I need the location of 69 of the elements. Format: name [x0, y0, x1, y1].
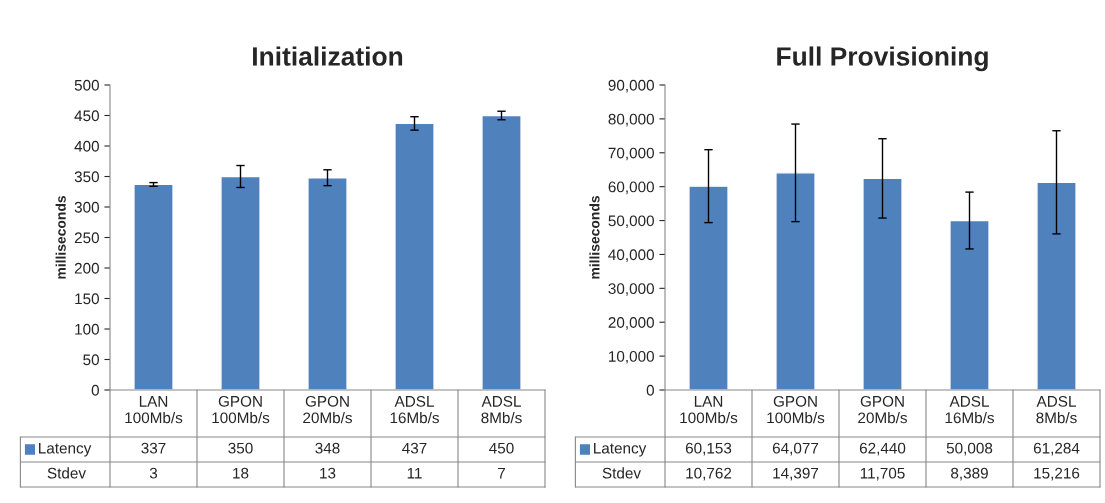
y-tick-label: 20,000: [608, 317, 654, 330]
text: Stdev: [602, 467, 641, 479]
data-label: 337: [141, 442, 166, 454]
text: Stdev: [47, 467, 86, 479]
data-label: 60,153: [685, 442, 732, 456]
chart-title: Full Provisioning: [777, 46, 988, 72]
y-tick-label: 200: [74, 262, 99, 274]
bar: [862, 177, 903, 390]
bar: [133, 183, 174, 390]
x-tick-label: GPON 20Mb/s: [303, 395, 352, 424]
y-tick-label: 250: [74, 232, 99, 244]
chart-title: Initialization: [253, 46, 403, 66]
x-tick-label: ADSL 8Mb/s: [1036, 395, 1077, 424]
x-tick-label: LAN 100Mb/s: [125, 396, 183, 424]
text: 14,397: [773, 467, 819, 481]
bar: [775, 172, 816, 390]
x-tick-label: ADSL 16Mb/s: [390, 395, 439, 424]
bar: [394, 122, 435, 390]
text: 11: [407, 467, 422, 479]
x-tick-label: GPON 100Mb/s: [767, 395, 825, 424]
x-tick-label: LAN 100Mb/s: [680, 396, 738, 424]
x-tick-label: GPON 100Mb/s: [212, 395, 270, 424]
y-tick-label: 450: [74, 110, 99, 122]
y-axis-title: milliseconds: [55, 196, 66, 279]
text: 15,216: [1034, 467, 1080, 481]
y-tick-label: 0: [646, 384, 654, 396]
data-label: 348: [315, 442, 340, 454]
y-tick-label: 80,000: [608, 113, 654, 127]
bar: [307, 177, 348, 390]
data-label: 62,440: [859, 442, 906, 456]
bar: [220, 175, 261, 390]
y-tick-label: 90,000: [608, 79, 654, 93]
legend-label: Latency: [594, 442, 647, 457]
data-label: 437: [402, 442, 427, 454]
data-label: 450: [489, 442, 514, 454]
y-tick-label: 40,000: [608, 249, 654, 262]
bar: [1036, 181, 1077, 390]
text: 7: [498, 467, 505, 479]
text: 11,705: [860, 467, 905, 481]
bar: [949, 219, 990, 390]
y-tick-label: 10,000: [609, 350, 654, 364]
y-tick-label: 400: [74, 140, 99, 152]
y-tick-label: 60,000: [608, 181, 654, 195]
y-tick-label: 150: [75, 293, 99, 305]
y-tick-label: 50: [83, 354, 99, 366]
bar: [688, 185, 729, 390]
x-tick-label: ADSL 8Mb/s: [481, 395, 522, 424]
data-label: 350: [228, 442, 253, 454]
x-tick-label: ADSL 16Mb/s: [945, 395, 994, 424]
text: 18: [233, 467, 249, 479]
text: 10,762: [686, 467, 732, 481]
legend-label: Latency: [39, 442, 92, 457]
bar: [481, 114, 522, 390]
y-tick-label: 70,000: [608, 147, 654, 161]
text: 8,389: [951, 467, 988, 481]
y-tick-label: 100: [75, 323, 99, 335]
y-tick-label: 300: [74, 201, 99, 213]
text: 13: [320, 467, 336, 479]
y-axis-title: milliseconds: [589, 196, 600, 279]
y-tick-label: 0: [91, 384, 99, 396]
text: 3: [149, 467, 158, 479]
data-label: 64,077: [772, 442, 819, 456]
data-label: 50,008: [946, 442, 993, 456]
y-tick-label: 50,000: [608, 215, 654, 229]
y-tick-label: 350: [74, 171, 99, 183]
x-tick-label: GPON 20Mb/s: [858, 395, 907, 424]
data-label: 61,284: [1033, 442, 1080, 456]
y-tick-label: 500: [74, 79, 99, 91]
y-tick-label: 30,000: [608, 283, 654, 296]
